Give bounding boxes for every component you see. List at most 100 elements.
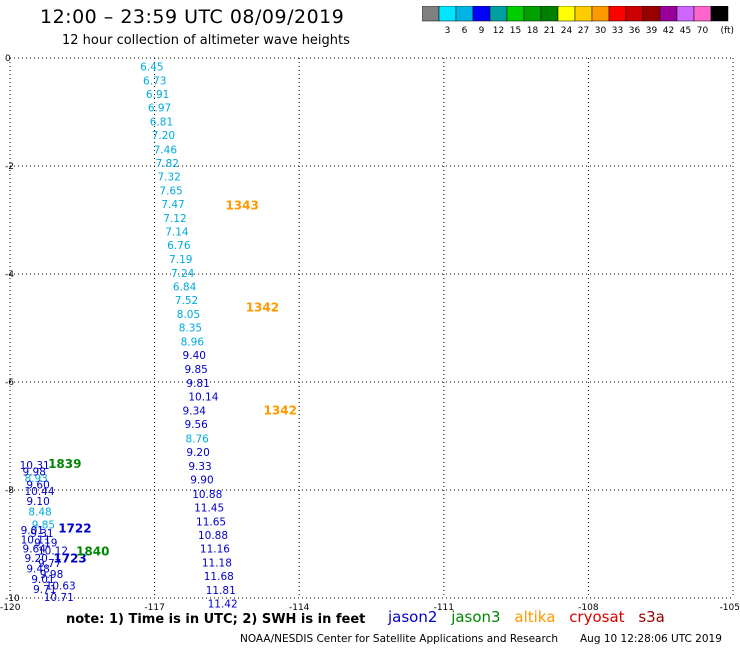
wave-height-value: 9.40 [183,350,206,362]
wave-height-value: 6.76 [167,240,191,252]
wave-height-value: 9.85 [184,364,207,376]
wave-height-value: 9.48 [26,563,49,575]
colorbar-label: 6 [462,26,468,36]
colorbar-label: 18 [527,26,539,36]
wave-height-value: 7.82 [156,158,179,170]
wave-height-value: 10.44 [24,486,54,498]
wave-height-value: 7.65 [159,185,182,197]
wave-height-value: 9.90 [190,475,213,487]
wave-height-value: 7.14 [165,226,189,238]
wave-height-value: 9.81 [186,378,209,390]
colorbar-swatch [710,6,729,22]
colorbar-label: 27 [578,26,589,36]
wave-height-value: 9.64 [23,543,47,555]
pass-time-label: 1342 [264,404,297,418]
wave-height-value: 9.98 [40,569,63,581]
colorbar-label: 24 [561,26,573,36]
pass-time-label: 1839 [48,457,81,471]
x-tick-label: -111 [434,603,454,612]
wave-height-value: 9.20 [186,447,209,459]
wave-height-value: 7.46 [154,144,178,156]
wave-height-value: 11.42 [208,598,238,610]
colorbar-label: 30 [595,26,607,36]
wave-height-value: 9.85 [32,520,55,532]
wave-height-value: 9.31 [30,528,53,540]
y-tick-label: -10 [5,594,20,604]
y-tick-label: -4 [5,270,14,280]
wave-height-value: 10.63 [46,581,76,593]
wave-height-value: 9.34 [183,406,207,418]
y-tick-label: -6 [5,378,14,388]
wave-height-value: 9.19 [34,537,57,549]
x-tick-label: -108 [578,603,599,612]
wave-height-value: 11.18 [202,557,232,569]
note-text: note: 1) Time is in UTC; 2) SWH is in fe… [66,612,366,627]
wave-height-value: 11.68 [204,571,234,583]
wave-height-value: 9.77 [38,558,61,570]
wave-height-value: 7.32 [157,171,180,183]
wave-height-value: 9.10 [26,496,49,508]
wave-height-value: 6.81 [150,117,173,129]
wave-height-value: 9.98 [23,467,46,479]
satellite-legend: jason2 jason3 altika cryosat s3a [388,608,674,626]
pass-time-label: 1840 [76,545,109,559]
wave-height-value: 6.45 [140,62,163,74]
colorbar-label: 15 [510,26,521,36]
wave-height-value: 9.56 [184,419,208,431]
wave-height-value: 11.65 [196,516,226,528]
wave-height-value: 7.19 [169,254,192,266]
wave-height-value: 9.33 [188,461,211,473]
wave-height-value: 8.05 [177,309,200,321]
x-tick-label: -105 [720,603,740,612]
wave-height-value: 9.01 [21,525,44,537]
wave-height-value: 10.12 [38,545,68,557]
colorbar-label: 33 [612,26,623,36]
y-tick-label: -8 [5,486,14,496]
colorbar-label: 12 [493,26,504,36]
wave-height-value: 9.60 [26,480,49,492]
colorbar-label: 42 [663,26,674,36]
wave-height-value: 10.71 [44,592,74,604]
wave-height-value: 7.20 [152,130,175,142]
x-tick-label: -114 [289,603,310,612]
pass-time-label: 1722 [58,521,91,535]
wave-height-value: 11.81 [206,585,236,597]
credit-text: NOAA/NESDIS Center for Satellite Applica… [240,633,558,645]
wave-height-value: 8.76 [185,434,209,446]
legend-jason2: jason2 [388,608,438,626]
legend-cryosat: cryosat [569,608,625,626]
wave-height-value: 6.84 [173,281,197,293]
colorbar-label: 9 [479,26,485,36]
colorbar-label: 39 [646,26,658,36]
wave-height-value: 10.14 [188,392,218,404]
legend-jason3: jason3 [451,608,501,626]
generated-timestamp: Aug 10 12:28:06 UTC 2019 [580,633,722,645]
wave-height-value: 9.01 [31,574,54,586]
wave-height-value: 9.20 [24,553,47,565]
wave-height-value: 10.31 [20,460,50,472]
chart-subtitle: 12 hour collection of altimeter wave hei… [62,33,350,48]
colorbar-label: 70 [697,26,709,36]
wave-height-plot: -120 -117 -114 -111 -108 -105 0 -2 -4 -6 -8 -10 6.45… [0,54,740,612]
wave-height-value: 8.48 [28,507,51,519]
wave-height-value: 9.71 [33,584,56,596]
pass-time-label: 1341 [289,610,322,612]
legend-altika: altika [514,608,556,626]
wave-height-value: 10.88 [198,530,228,542]
wave-height-value: 6.73 [143,76,166,88]
wave-height-value: 6.97 [148,103,171,115]
wave-height-value: 7.52 [175,295,198,307]
color-scale-legend: 3 6 9 12 15 18 21 24 27 30 33 36 39 42 45 70 (ft) [422,6,734,36]
wave-height-value: 8.35 [179,322,202,334]
wave-height-value: 10.88 [192,489,222,501]
wave-height-value: 8.93 [24,473,47,485]
colorbar-label: 45 [680,26,691,36]
pass-time-label: 1723 [53,552,86,566]
wave-height-value: 6.91 [146,89,169,101]
wave-height-value: 7.12 [163,213,186,225]
wave-height-value: 10.11 [21,535,51,547]
colorbar-label: 36 [629,26,641,36]
wave-height-value: 11.16 [200,543,230,555]
pass-time-label: 1343 [225,198,258,212]
wave-height-value: 7.47 [161,199,184,211]
